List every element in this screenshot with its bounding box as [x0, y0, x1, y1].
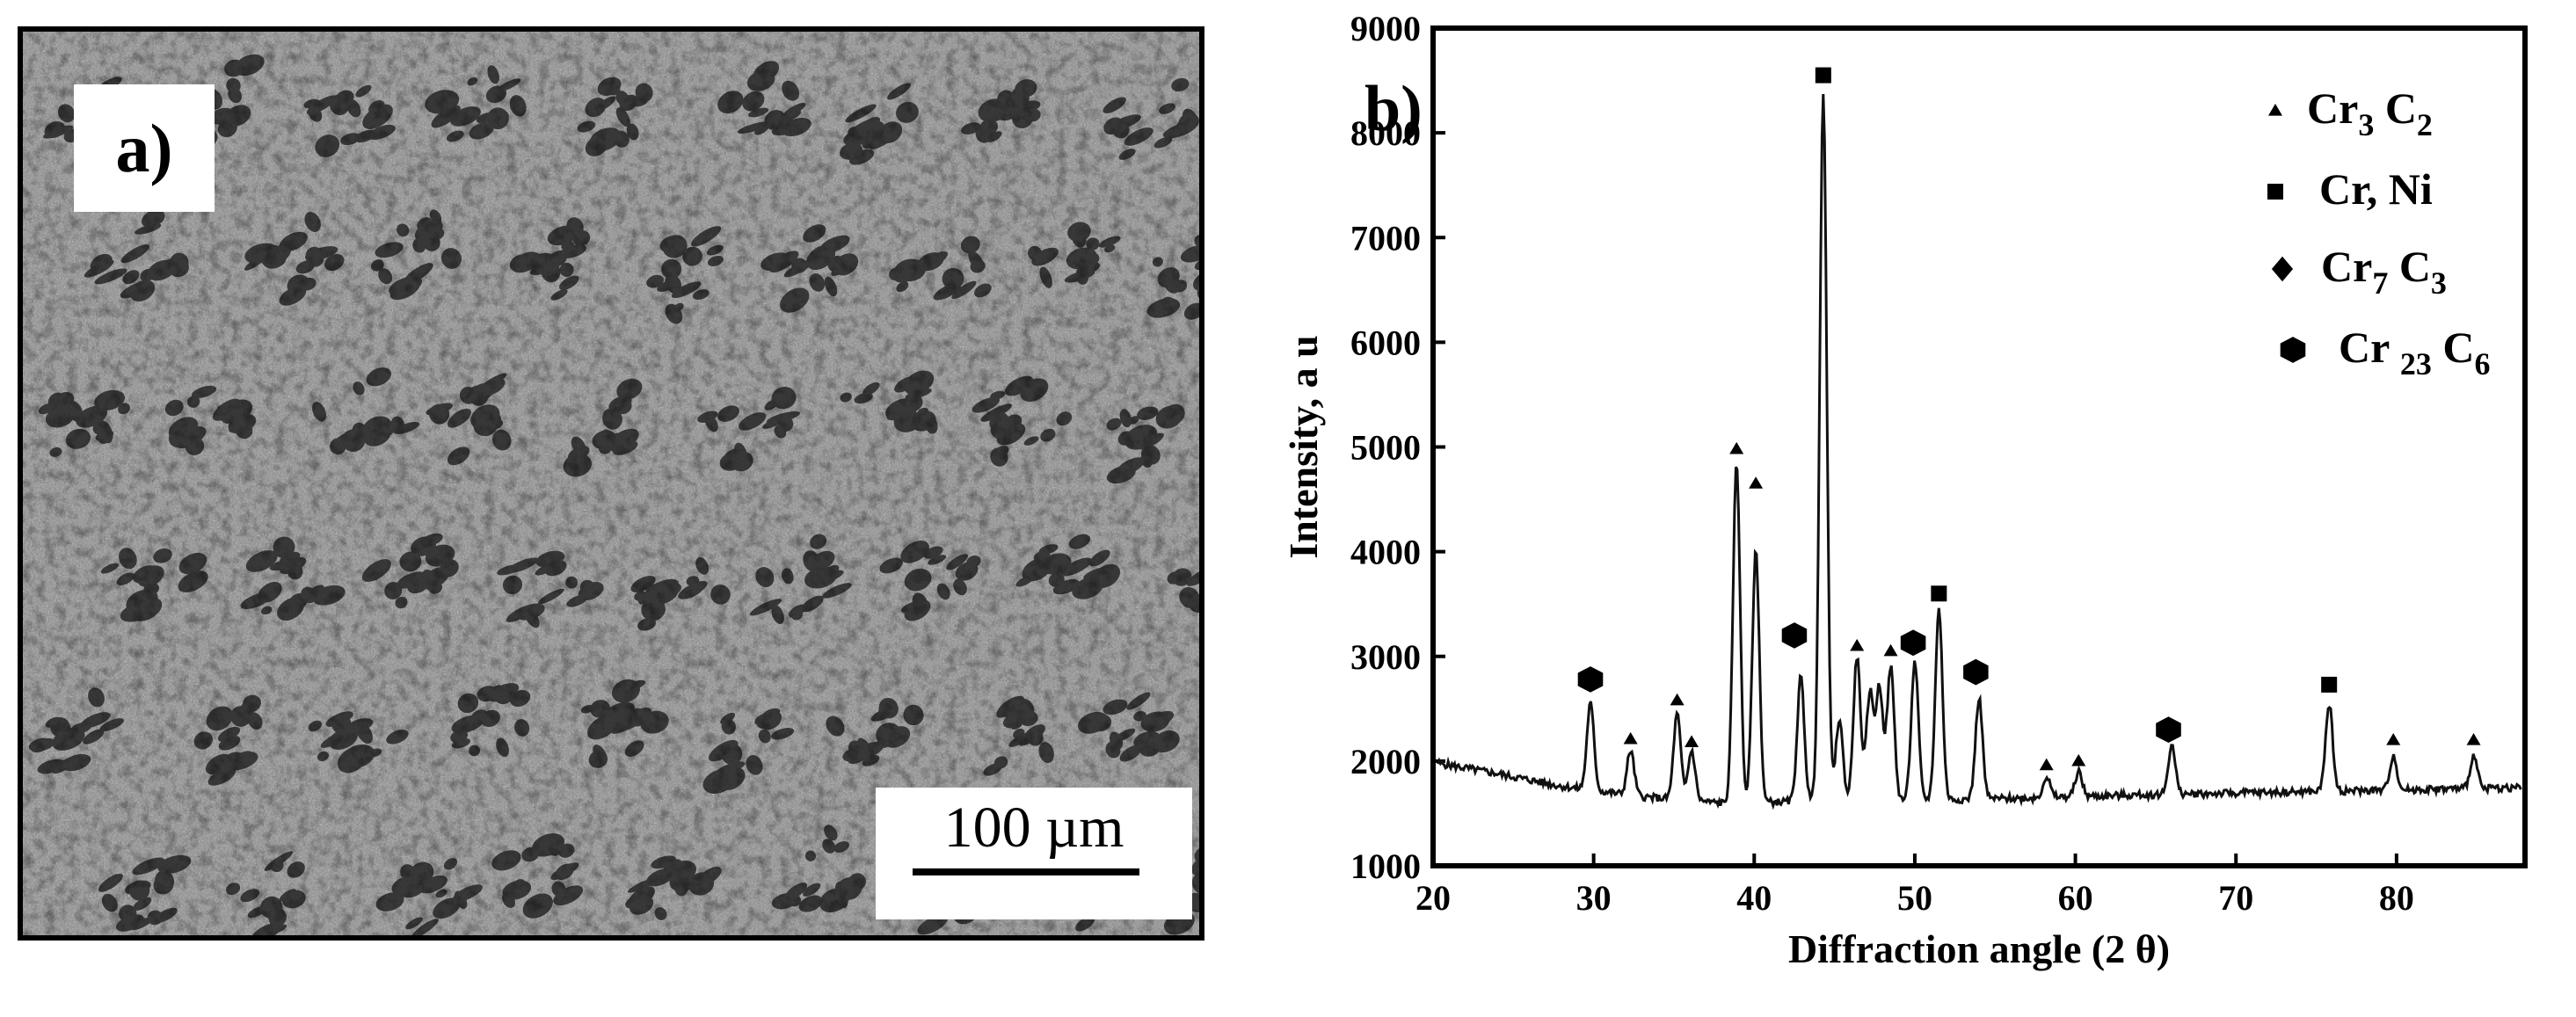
triangle-marker [1670, 693, 1685, 706]
plot-frame [1430, 25, 2528, 868]
triangle-marker [2386, 733, 2401, 745]
triangle-marker [2466, 733, 2481, 745]
legend: Cr3 C2 Cr, Ni Cr7 C3 Cr 23 C6 [2267, 84, 2491, 381]
triangle-marker [2039, 758, 2054, 771]
x-tick-label: 50 [1897, 878, 1932, 918]
triangle-marker [1685, 735, 1699, 748]
triangle-marker [2071, 753, 2086, 766]
square-marker [2321, 676, 2338, 693]
legend-label: Cr, Ni [2319, 164, 2433, 214]
x-tick-label: 60 [2058, 878, 2093, 918]
hexagon-marker [1781, 622, 1808, 649]
legend-label: Cr3 C2 [2307, 84, 2433, 142]
xrd-chart: 1000 2000 3000 4000 5000 6000 7000 8000 9000 20 30… [1281, 9, 2528, 971]
chart-axes: 1000 2000 3000 4000 5000 6000 7000 8000 9000 20 30… [1350, 9, 2528, 918]
diffraction-pattern-line [1437, 94, 2522, 810]
triangle-marker [1729, 441, 1744, 454]
peak-markers [1577, 67, 2481, 771]
panel-label-a-box: a) [74, 84, 215, 212]
x-tick-label: 20 [1415, 878, 1451, 918]
y-axis-title: Intensity, a u [1281, 335, 1326, 558]
x-tick-label: 40 [1736, 878, 1772, 918]
triangle-marker [1749, 476, 1764, 489]
panel-label-a: a) [115, 109, 173, 186]
hexagon-marker [1577, 666, 1604, 693]
micrograph-texture [23, 32, 1199, 935]
diamond-marker [2271, 256, 2294, 282]
hexagon-marker [2156, 716, 2181, 743]
scale-bar [913, 868, 1139, 875]
scale-bar-label: 100 µm [943, 795, 1124, 860]
y-tick-label: 6000 [1350, 323, 1421, 362]
square-marker [1815, 67, 1831, 84]
sem-micrograph: a) 100 µm [18, 26, 1204, 941]
triangle-marker [1850, 638, 1865, 651]
y-tick-label: 7000 [1350, 218, 1421, 258]
y-tick-label: 5000 [1350, 428, 1421, 468]
y-tick-label: 1000 [1350, 846, 1421, 886]
hexagon-marker [2280, 337, 2306, 363]
scale-bar-box: 100 µm [876, 788, 1192, 919]
legend-label: Cr7 C3 [2321, 242, 2447, 301]
y-tick-label: 3000 [1350, 637, 1421, 677]
legend-label: Cr 23 C6 [2339, 323, 2491, 381]
chart-series [1437, 94, 2522, 810]
y-tick-label: 4000 [1350, 533, 1421, 572]
y-tick-label: 9000 [1350, 9, 1421, 48]
square-marker [2267, 184, 2283, 200]
y-tick-label: 8000 [1350, 113, 1421, 153]
y-tick-label: 2000 [1350, 742, 1421, 781]
hexagon-marker [1963, 658, 1989, 686]
x-tick-label: 70 [2218, 878, 2253, 918]
triangle-marker [1623, 731, 1638, 745]
square-marker [1931, 585, 1947, 602]
hexagon-marker [1900, 629, 1926, 657]
x-tick-label: 30 [1576, 878, 1612, 918]
x-tick-label: 80 [2379, 878, 2414, 918]
x-axis-title: Diffraction angle (2 θ) [1788, 926, 2170, 971]
panel-label-b: b) [1364, 73, 1423, 145]
triangle-marker [1883, 643, 1898, 657]
triangle-marker [2268, 104, 2282, 116]
